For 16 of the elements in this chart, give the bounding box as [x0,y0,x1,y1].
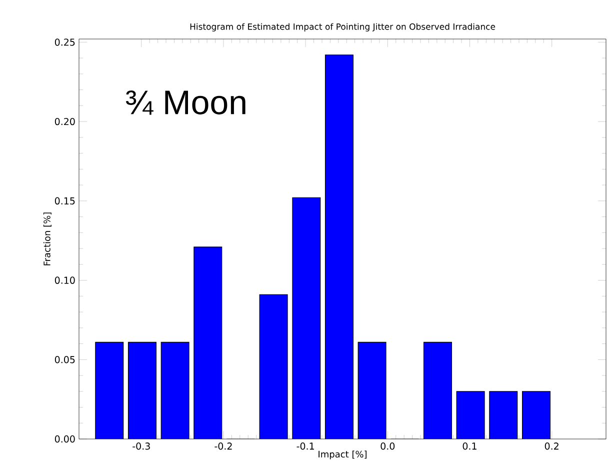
chart-title: Histogram of Estimated Impact of Pointing Jitter on Observed Irradiance [190,23,496,32]
x-tick-label: -0.2 [214,442,232,450]
x-tick-label: 0.1 [462,442,476,450]
x-axis-title: Impact [%] [318,450,367,460]
y-tick-label: 0.00 [54,435,75,443]
y-tick-label: 0.25 [54,38,75,46]
x-tick-label: 0.2 [544,442,558,450]
y-tick-label: 0.20 [54,118,75,126]
x-tick-label: -0.3 [132,442,150,450]
annotation: ¾ Moon [126,90,246,115]
x-tick-label: -0.1 [296,442,314,450]
y-tick-label: 0.15 [54,197,75,205]
y-axis-title: Fraction [%] [43,212,52,266]
y-tick-label: 0.10 [54,276,75,284]
y-tick-label: 0.05 [54,356,75,364]
x-tick-label: 0.0 [380,442,395,450]
